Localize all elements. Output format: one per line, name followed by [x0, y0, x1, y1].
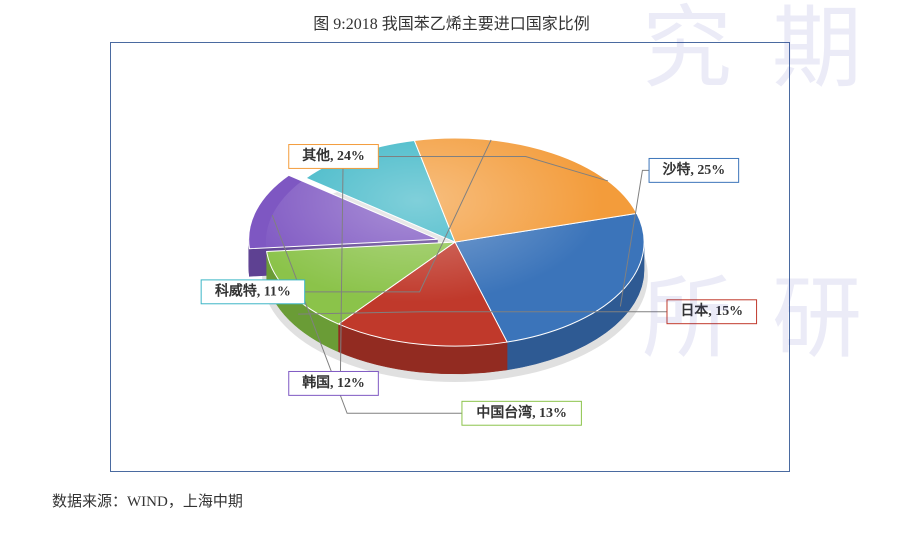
slice-label: 日本, 15% — [680, 302, 743, 319]
pie-chart: 沙特, 25% 日本, 15% 中国台湾, 13% 韩国, 12% 科威特, 11% 其他… — [111, 43, 789, 471]
slice-label: 沙特, 25% — [663, 161, 726, 178]
slice-label: 韩国, 12% — [302, 374, 365, 391]
page-root: 图 9:2018 我国苯乙烯主要进口国家比例 沙特, 25% 日本, 15% 中国台… — [0, 0, 903, 533]
data-source-label: 数据来源：WIND，上海中期 — [52, 490, 243, 511]
slice-label: 中国台湾, 13% — [476, 404, 567, 421]
slice-label: 其他, 24% — [302, 147, 365, 164]
chart-frame: 沙特, 25% 日本, 15% 中国台湾, 13% 韩国, 12% 科威特, 11% 其他… — [110, 42, 790, 472]
slice-label: 科威特, 11% — [215, 282, 291, 299]
chart-title: 图 9:2018 我国苯乙烯主要进口国家比例 — [0, 0, 903, 34]
